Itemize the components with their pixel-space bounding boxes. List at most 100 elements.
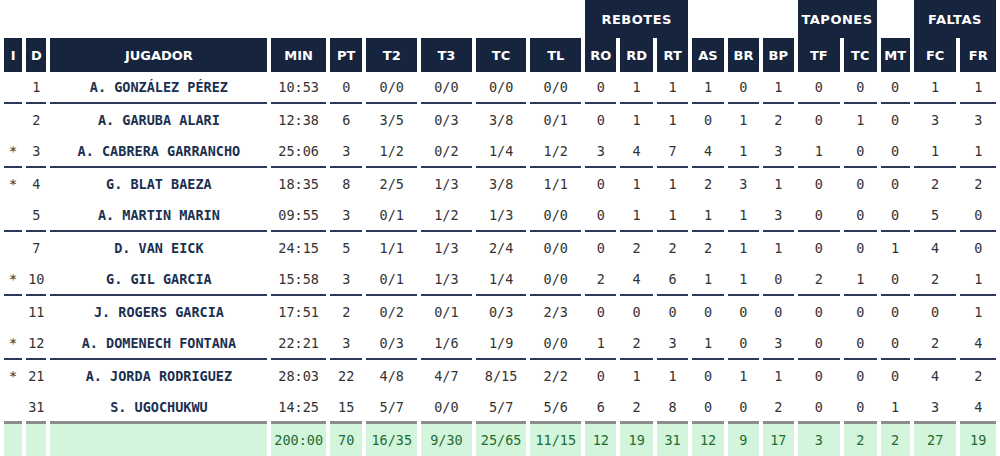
cell-t2: 0/0: [366, 72, 417, 104]
cell-jugador: A. GARUBA ALARI: [50, 104, 267, 136]
col-header-fc: FC: [914, 38, 957, 72]
cell-fc: 0: [914, 296, 957, 328]
cell-i: *: [4, 328, 22, 360]
cell-ro: 1: [585, 328, 616, 360]
cell-as: 2: [692, 168, 723, 200]
cell-rt: 2: [657, 232, 688, 264]
cell-ro: 3: [585, 136, 616, 168]
cell-t3: 1/3: [421, 264, 472, 296]
cell-tc: 1/4: [476, 136, 527, 168]
cell-jugador: [50, 424, 267, 456]
cell-tl: 5/6: [530, 392, 581, 424]
cell-ro: 0: [585, 200, 616, 232]
cell-rt: 1: [657, 104, 688, 136]
cell-d: [26, 424, 46, 456]
cell-tl: 1/2: [530, 136, 581, 168]
cell-fc: 4: [914, 232, 957, 264]
player-row: *12A. DOMENECH FONTANA22:2130/31/61/90/0…: [4, 328, 996, 360]
cell-fr: 1: [960, 296, 996, 328]
cell-as: 2: [692, 232, 723, 264]
cell-mt: 0: [881, 136, 910, 168]
cell-br: 0: [728, 392, 759, 424]
cell-min: 18:35: [271, 168, 326, 200]
cell-jugador: D. VAN EICK: [50, 232, 267, 264]
group-header-spacer: [881, 0, 910, 38]
cell-tf: 0: [798, 72, 841, 104]
cell-t2: 0/1: [366, 264, 417, 296]
cell-tc: 8/15: [476, 360, 527, 392]
cell-br: 3: [728, 168, 759, 200]
cell-d: 31: [26, 392, 46, 424]
cell-as: 1: [692, 200, 723, 232]
cell-mt: 0: [881, 360, 910, 392]
cell-min: 24:15: [271, 232, 326, 264]
cell-tl: 0/0: [530, 264, 581, 296]
cell-fc: 1: [914, 72, 957, 104]
cell-i: [4, 296, 22, 328]
cell-ro: 0: [585, 168, 616, 200]
cell-d: 4: [26, 168, 46, 200]
cell-bp: 3: [763, 200, 793, 232]
cell-tl: 2/2: [530, 360, 581, 392]
cell-ro: 0: [585, 232, 616, 264]
cell-br: 1: [728, 136, 759, 168]
cell-i: *: [4, 360, 22, 392]
cell-fr: 3: [960, 104, 996, 136]
cell-t2: 0/3: [366, 328, 417, 360]
cell-fr: 1: [960, 136, 996, 168]
cell-rt: 31: [657, 424, 688, 456]
col-header-i: I: [4, 38, 22, 72]
cell-rd: 1: [620, 200, 652, 232]
cell-rd: 1: [620, 360, 652, 392]
cell-ro: 0: [585, 72, 616, 104]
player-row: 2A. GARUBA ALARI12:3863/50/33/80/1011012…: [4, 104, 996, 136]
group-header-spacer: [271, 0, 326, 38]
cell-d: 11: [26, 296, 46, 328]
col-header-d: D: [26, 38, 46, 72]
player-row: *4G. BLAT BAEZA18:3582/51/33/81/10112310…: [4, 168, 996, 200]
cell-tc2: 0: [844, 200, 876, 232]
cell-d: 2: [26, 104, 46, 136]
cell-tf: 0: [798, 232, 841, 264]
box-score-table: REBOTESTAPONESFALTAS IDJUGADORMINPTT2T3T…: [0, 0, 1000, 456]
cell-tf: 0: [798, 360, 841, 392]
cell-ro: 0: [585, 296, 616, 328]
cell-min: 22:21: [271, 328, 326, 360]
cell-i: *: [4, 168, 22, 200]
col-header-min: MIN: [271, 38, 326, 72]
col-header-pt: PT: [330, 38, 362, 72]
cell-bp: 3: [763, 328, 793, 360]
group-header-spacer: [4, 0, 22, 38]
cell-rt: 8: [657, 392, 688, 424]
cell-rd: 2: [620, 232, 652, 264]
player-row: 31S. UGOCHUKWU14:25155/70/05/75/66280020…: [4, 392, 996, 424]
cell-jugador: A. DOMENECH FONTANA: [50, 328, 267, 360]
cell-ro: 0: [585, 104, 616, 136]
cell-as: 1: [692, 72, 723, 104]
cell-tf: 0: [798, 104, 841, 136]
cell-jugador: A. MARTIN MARIN: [50, 200, 267, 232]
cell-bp: 2: [763, 392, 793, 424]
cell-pt: 15: [330, 392, 362, 424]
cell-rt: 3: [657, 328, 688, 360]
cell-t3: 0/1: [421, 296, 472, 328]
group-header-spacer: [421, 0, 472, 38]
cell-min: 12:38: [271, 104, 326, 136]
cell-rd: 1: [620, 72, 652, 104]
col-header-tc2: TC: [844, 38, 876, 72]
player-row: 7D. VAN EICK24:1551/11/32/40/00222110014…: [4, 232, 996, 264]
cell-fc: 2: [914, 328, 957, 360]
cell-tc2: 0: [844, 392, 876, 424]
cell-tc2: 1: [844, 104, 876, 136]
cell-bp: 17: [763, 424, 793, 456]
cell-tc2: 0: [844, 360, 876, 392]
cell-t3: 4/7: [421, 360, 472, 392]
cell-tc2: 0: [844, 168, 876, 200]
col-header-rd: RD: [620, 38, 652, 72]
cell-pt: 22: [330, 360, 362, 392]
column-header-row: IDJUGADORMINPTT2T3TCTLRORDRTASBRBPTFTCMT…: [4, 38, 996, 72]
group-header-spacer: [330, 0, 362, 38]
cell-fr: 0: [960, 232, 996, 264]
cell-tc2: 1: [844, 264, 876, 296]
cell-t3: 0/2: [421, 136, 472, 168]
